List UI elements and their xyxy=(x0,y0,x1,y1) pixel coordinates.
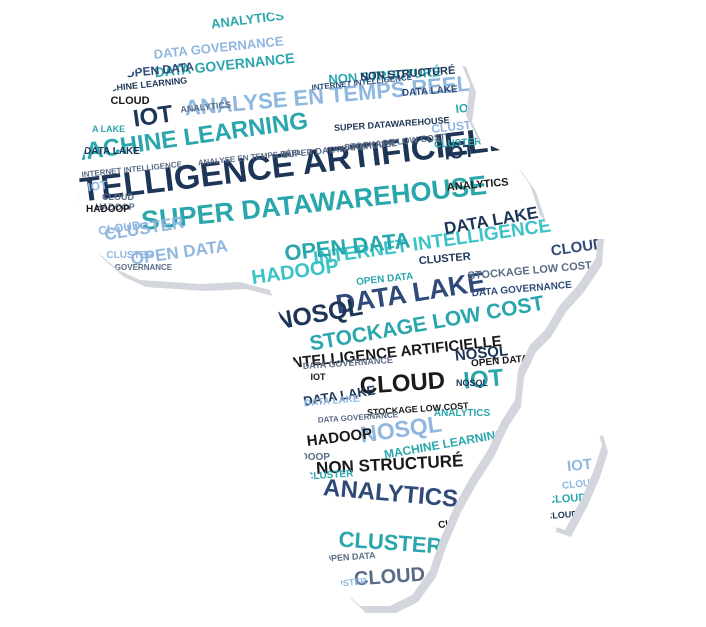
cloud-word: ANALYTICS xyxy=(446,176,509,193)
cloud-word: IOT xyxy=(462,364,505,394)
cloud-word: CLOUD xyxy=(547,492,587,507)
madagascar-shape xyxy=(550,428,602,530)
cloud-word: NOSQL xyxy=(456,378,489,388)
cloud-word: IOT xyxy=(131,100,175,132)
cloud-word: IOT xyxy=(566,456,593,476)
cloud-word: CLUSTER xyxy=(418,251,471,267)
cloud-word: IOT xyxy=(450,532,470,546)
cloud-word: HADOOP xyxy=(86,204,130,215)
cloud-word: CLUSTER xyxy=(434,136,483,150)
cloud-word: CLOUD xyxy=(97,218,142,238)
cloud-word: CLOUD xyxy=(359,367,446,400)
cloud-word: DATA LAKE xyxy=(303,394,360,410)
cloud-word: CLUSTER xyxy=(306,468,355,482)
cloud-word: CLOUD xyxy=(110,95,149,107)
cloud-word: CLOUD xyxy=(102,192,134,202)
cloud-word: IOT xyxy=(87,178,109,195)
cloud-word: CLOUD xyxy=(353,564,425,591)
cloud-word: IOT xyxy=(311,372,327,382)
africa-continent-shape xyxy=(78,12,598,606)
cloud-word: HADOOP xyxy=(95,202,135,212)
cloud-word: CLOUD xyxy=(545,509,578,521)
cloud-word: DATA LAKE xyxy=(402,84,459,99)
cloud-word: OPEN DATA xyxy=(471,354,529,370)
cloud-word: DATA LAKE xyxy=(75,124,125,134)
cloud-word: HADOOP xyxy=(286,452,330,463)
cloud-word: IOT xyxy=(443,141,475,164)
cloud-word: OPEN DATA xyxy=(324,550,377,564)
cloud-word: ANALYTICS xyxy=(434,408,491,419)
cloud-word: CLUSTER xyxy=(106,250,154,261)
cloud-word: DATA LAKE xyxy=(84,146,140,157)
cloud-word: DATA GOVERNANCE xyxy=(92,263,173,272)
cloud-word: NOSQL xyxy=(454,342,509,364)
